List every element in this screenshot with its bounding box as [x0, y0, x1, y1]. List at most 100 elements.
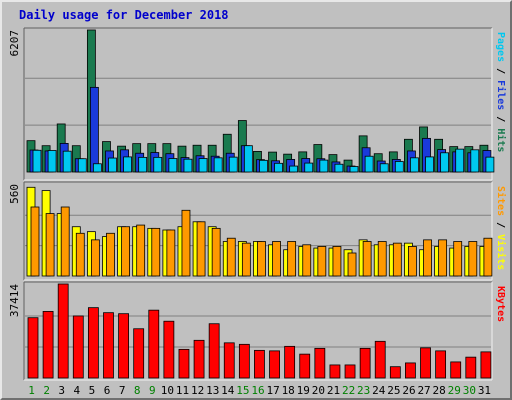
pages-bar-24 [379, 163, 389, 173]
legend-kbytes: KBytes [495, 286, 506, 322]
pages-bar-29 [455, 148, 465, 173]
legend-hits: Hits [495, 128, 507, 152]
pages-bar-9 [153, 156, 163, 173]
legend-labels-2: KBytes [495, 286, 506, 322]
x-tick-25: 25 [387, 384, 400, 397]
sites-bar-20 [317, 246, 327, 277]
x-tick-14: 14 [221, 384, 235, 397]
pages-bar-4 [77, 158, 87, 173]
x-tick-8: 8 [134, 384, 141, 397]
pages-bar-6 [108, 157, 117, 173]
sites-bar-24 [377, 241, 387, 277]
pages-bar-30 [470, 149, 480, 173]
sites-bar-29 [453, 241, 463, 277]
pages-bar-27 [425, 156, 434, 173]
x-tick-24: 24 [372, 384, 386, 397]
kbytes-bar-1 [27, 317, 39, 379]
x-tick-23: 23 [357, 384, 370, 397]
x-tick-11: 11 [176, 384, 189, 397]
kbytes-bar-2 [42, 311, 54, 379]
kbytes-bar-10 [163, 320, 175, 379]
kbytes-bar-13 [208, 323, 220, 379]
pages-bar-23 [364, 155, 374, 173]
x-tick-7: 7 [119, 384, 126, 397]
y-max-label-1: 560 [8, 184, 21, 204]
x-tick-16: 16 [251, 384, 264, 397]
kbytes-bar-14 [223, 342, 235, 379]
pages-bar-11 [183, 158, 193, 173]
kbytes-bar-30 [465, 356, 477, 379]
sites-bar-13 [211, 227, 221, 277]
x-axis-day-labels: 1 2 3 4 5 6 7 8 9 10 11 12 13 14 15 16 17 18 19 20 21 22 23 24 2… [28, 384, 491, 397]
sites-bar-31 [483, 237, 493, 277]
pages-bar-5 [92, 163, 102, 173]
kbytes-bar-20 [314, 347, 326, 379]
pages-bar-26 [410, 157, 419, 173]
chart-title: Daily usage for December 2018 [19, 8, 229, 22]
pages-bar-28 [440, 152, 450, 173]
sites-bar-1 [30, 206, 40, 277]
kbytes-panel: 37414 KBytes [8, 281, 506, 381]
x-tick-5: 5 [89, 384, 96, 397]
kbytes-bar-16 [254, 349, 265, 379]
kbytes-bar-8 [133, 328, 145, 379]
pages-bar-17 [274, 162, 283, 173]
sites-bar-19 [302, 244, 312, 277]
sites-bar-28 [438, 239, 448, 277]
sites-bar-12 [196, 221, 206, 277]
pages-bar-8 [138, 156, 148, 173]
visits-sites-panel: 560 Sites / Visits [8, 181, 507, 281]
x-tick-1: 1 [28, 384, 35, 397]
kbytes-bar-21 [329, 364, 341, 379]
pages-bar-13 [213, 157, 223, 173]
kbytes-bar-24 [374, 340, 386, 379]
kbytes-bar-18 [284, 345, 296, 379]
sites-bar-5 [90, 239, 100, 277]
kbytes-bar-11 [178, 348, 190, 379]
kbytes-bar-23 [359, 347, 371, 379]
pages-bar-16 [259, 159, 268, 173]
pages-bar-19 [304, 162, 314, 173]
y-max-label-2: 37414 [8, 284, 21, 317]
sites-bar-16 [257, 241, 266, 277]
x-tick-6: 6 [104, 384, 111, 397]
x-tick-26: 26 [402, 384, 415, 397]
sites-bar-15 [241, 242, 251, 277]
x-tick-28: 28 [433, 384, 446, 397]
pages-bar-10 [168, 158, 178, 173]
x-tick-2: 2 [43, 384, 50, 397]
sites-bar-8 [136, 224, 146, 277]
sites-bar-26 [408, 246, 417, 277]
kbytes-bar-7 [118, 313, 129, 379]
pages-bar-31 [485, 156, 495, 173]
pages-bar-18 [289, 165, 299, 173]
sites-bar-7 [121, 226, 130, 277]
pages-bar-25 [394, 161, 404, 173]
kbytes-bar-12 [193, 339, 205, 379]
sites-bar-6 [106, 232, 115, 277]
pages-bar-2 [47, 150, 57, 173]
kbytes-bar-29 [450, 361, 462, 379]
sites-bar-14 [226, 237, 236, 277]
x-tick-21: 21 [327, 384, 340, 397]
files-bar-5 [89, 86, 99, 173]
kbytes-bar-5 [87, 307, 99, 379]
legend-files: Files [495, 80, 507, 110]
pages-bar-21 [334, 163, 344, 173]
x-tick-20: 20 [312, 384, 325, 397]
pages-bar-7 [123, 156, 132, 173]
legend-sites: Sites [495, 186, 507, 216]
x-tick-18: 18 [282, 384, 295, 397]
kbytes-bar-9 [148, 309, 160, 379]
legend-labels-0: Pages / Files / Hits [495, 32, 507, 152]
y-max-label-0: 6207 [8, 30, 21, 57]
x-tick-13: 13 [206, 384, 219, 397]
kbytes-bar-19 [299, 353, 311, 379]
pages-bar-12 [198, 158, 208, 173]
sites-bar-27 [423, 239, 432, 277]
kbytes-bar-17 [269, 350, 280, 379]
kbytes-bar-31 [480, 351, 492, 379]
legend-visits: Visits [495, 234, 507, 270]
